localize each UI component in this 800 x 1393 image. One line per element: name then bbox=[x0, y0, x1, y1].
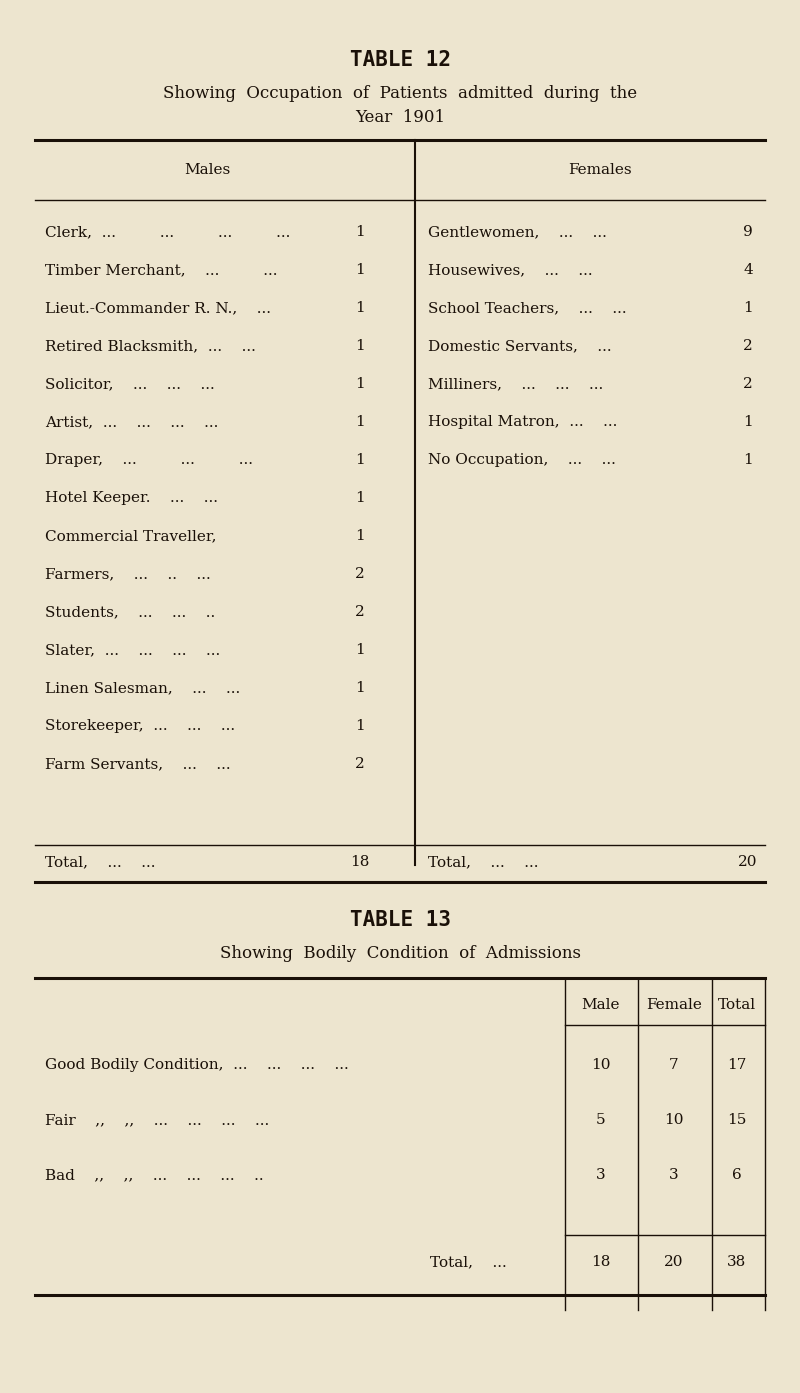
Text: 10: 10 bbox=[591, 1059, 610, 1073]
Text: 1: 1 bbox=[355, 415, 365, 429]
Text: 1: 1 bbox=[355, 378, 365, 391]
Text: School Teachers,    ...    ...: School Teachers, ... ... bbox=[428, 301, 626, 315]
Text: 2: 2 bbox=[743, 378, 753, 391]
Text: 1: 1 bbox=[355, 226, 365, 240]
Text: 3: 3 bbox=[596, 1167, 606, 1183]
Text: 18: 18 bbox=[350, 855, 370, 869]
Text: Hotel Keeper.    ...    ...: Hotel Keeper. ... ... bbox=[45, 490, 218, 506]
Text: Females: Females bbox=[568, 163, 632, 177]
Text: 18: 18 bbox=[591, 1255, 610, 1269]
Text: Bad    ,,    ,,    ...    ...    ...    ..: Bad ,, ,, ... ... ... .. bbox=[45, 1167, 264, 1183]
Text: Year  1901: Year 1901 bbox=[355, 110, 445, 127]
Text: TABLE 13: TABLE 13 bbox=[350, 910, 450, 931]
Text: Lieut.-Commander R. N.,    ...: Lieut.-Commander R. N., ... bbox=[45, 301, 271, 315]
Text: TABLE 12: TABLE 12 bbox=[350, 50, 450, 70]
Text: Hospital Matron,  ...    ...: Hospital Matron, ... ... bbox=[428, 415, 618, 429]
Text: 1: 1 bbox=[355, 529, 365, 543]
Text: Draper,    ...         ...         ...: Draper, ... ... ... bbox=[45, 453, 253, 467]
Text: Good Bodily Condition,  ...    ...    ...    ...: Good Bodily Condition, ... ... ... ... bbox=[45, 1059, 349, 1073]
Text: Total,    ...: Total, ... bbox=[430, 1255, 506, 1269]
Text: 20: 20 bbox=[664, 1255, 684, 1269]
Text: 4: 4 bbox=[743, 263, 753, 277]
Text: 2: 2 bbox=[355, 567, 365, 581]
Text: No Occupation,    ...    ...: No Occupation, ... ... bbox=[428, 453, 616, 467]
Text: Storekeeper,  ...    ...    ...: Storekeeper, ... ... ... bbox=[45, 719, 235, 733]
Text: 1: 1 bbox=[743, 415, 753, 429]
Text: Commercial Traveller,: Commercial Traveller, bbox=[45, 529, 217, 543]
Text: Retired Blacksmith,  ...    ...: Retired Blacksmith, ... ... bbox=[45, 338, 256, 352]
Text: Linen Salesman,    ...    ...: Linen Salesman, ... ... bbox=[45, 681, 240, 695]
Text: Fair    ,,    ,,    ...    ...    ...    ...: Fair ,, ,, ... ... ... ... bbox=[45, 1113, 270, 1127]
Text: 1: 1 bbox=[355, 301, 365, 315]
Text: 2: 2 bbox=[743, 338, 753, 352]
Text: Domestic Servants,    ...: Domestic Servants, ... bbox=[428, 338, 612, 352]
Text: Slater,  ...    ...    ...    ...: Slater, ... ... ... ... bbox=[45, 644, 220, 657]
Text: Showing  Bodily  Condition  of  Admissions: Showing Bodily Condition of Admissions bbox=[219, 944, 581, 961]
Text: 38: 38 bbox=[727, 1255, 746, 1269]
Text: Showing  Occupation  of  Patients  admitted  during  the: Showing Occupation of Patients admitted … bbox=[163, 85, 637, 102]
Text: Farmers,    ...    ..    ...: Farmers, ... .. ... bbox=[45, 567, 210, 581]
Text: Solicitor,    ...    ...    ...: Solicitor, ... ... ... bbox=[45, 378, 214, 391]
Text: Male: Male bbox=[582, 997, 620, 1011]
Text: 1: 1 bbox=[355, 338, 365, 352]
Text: Timber Merchant,    ...         ...: Timber Merchant, ... ... bbox=[45, 263, 278, 277]
Text: 20: 20 bbox=[738, 855, 758, 869]
Text: Farm Servants,    ...    ...: Farm Servants, ... ... bbox=[45, 756, 230, 770]
Text: Clerk,  ...         ...         ...         ...: Clerk, ... ... ... ... bbox=[45, 226, 290, 240]
Text: 10: 10 bbox=[664, 1113, 684, 1127]
Text: 5: 5 bbox=[596, 1113, 606, 1127]
Text: 3: 3 bbox=[669, 1167, 679, 1183]
Text: 2: 2 bbox=[355, 756, 365, 770]
Text: Total: Total bbox=[718, 997, 756, 1011]
Text: Artist,  ...    ...    ...    ...: Artist, ... ... ... ... bbox=[45, 415, 218, 429]
Text: Milliners,    ...    ...    ...: Milliners, ... ... ... bbox=[428, 378, 603, 391]
Text: 1: 1 bbox=[355, 490, 365, 506]
Text: 1: 1 bbox=[355, 263, 365, 277]
Text: 9: 9 bbox=[743, 226, 753, 240]
Text: 7: 7 bbox=[669, 1059, 679, 1073]
Text: Total,    ...    ...: Total, ... ... bbox=[428, 855, 538, 869]
Text: 15: 15 bbox=[727, 1113, 746, 1127]
Text: 6: 6 bbox=[732, 1167, 742, 1183]
Text: Students,    ...    ...    ..: Students, ... ... .. bbox=[45, 605, 215, 618]
Text: 1: 1 bbox=[355, 719, 365, 733]
Text: 1: 1 bbox=[355, 644, 365, 657]
Text: Female: Female bbox=[646, 997, 702, 1011]
Text: 1: 1 bbox=[355, 681, 365, 695]
Text: 1: 1 bbox=[743, 301, 753, 315]
Text: 1: 1 bbox=[355, 453, 365, 467]
Text: 17: 17 bbox=[727, 1059, 746, 1073]
Text: Total,    ...    ...: Total, ... ... bbox=[45, 855, 155, 869]
Text: Males: Males bbox=[184, 163, 230, 177]
Text: 1: 1 bbox=[743, 453, 753, 467]
Text: Housewives,    ...    ...: Housewives, ... ... bbox=[428, 263, 593, 277]
Text: Gentlewomen,    ...    ...: Gentlewomen, ... ... bbox=[428, 226, 607, 240]
Text: 2: 2 bbox=[355, 605, 365, 618]
